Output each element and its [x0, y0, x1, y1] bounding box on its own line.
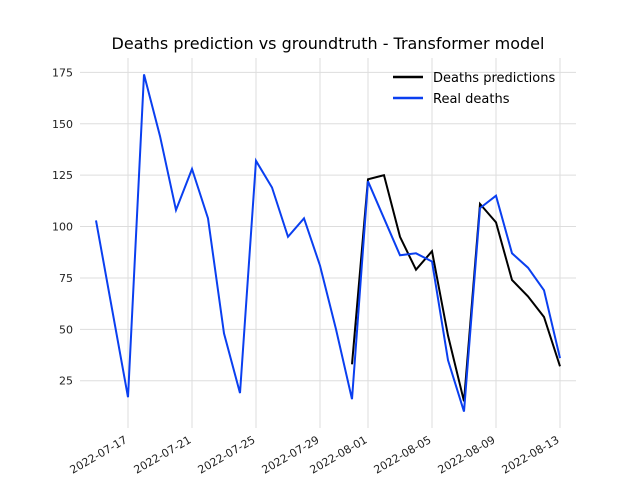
x-tick-label: 2022-08-05 — [372, 433, 434, 476]
grid — [80, 58, 576, 428]
x-tick-label: 2022-08-09 — [436, 433, 498, 476]
y-tick-label: 50 — [59, 323, 73, 336]
y-tick-label: 100 — [52, 221, 73, 234]
deaths-predictions-line — [351, 173, 561, 402]
x-tick-label: 2022-07-25 — [196, 433, 258, 476]
x-tick-label: 2022-07-21 — [132, 433, 194, 476]
y-tick-label: 25 — [59, 375, 73, 388]
y-tick-label: 125 — [52, 169, 73, 182]
x-axis: 2022-07-17 2022-07-21 2022-07-25 2022-07-29… — [68, 433, 562, 476]
y-tick-label: 150 — [52, 118, 73, 131]
real-deaths-line — [95, 74, 561, 412]
legend: Deaths predictions Real deaths — [393, 71, 555, 107]
y-tick-label: 75 — [59, 272, 73, 285]
x-tick-label: 2022-08-13 — [500, 433, 562, 476]
legend-label: Real deaths — [433, 92, 510, 107]
x-tick-label: 2022-07-17 — [68, 433, 130, 476]
legend-label: Deaths predictions — [433, 71, 555, 86]
y-tick-label: 175 — [52, 66, 73, 79]
y-axis: 25 50 75 100 125 150 175 — [52, 66, 73, 387]
series-layer — [95, 74, 561, 412]
chart-title: Deaths prediction vs groundtruth - Trans… — [112, 34, 545, 53]
